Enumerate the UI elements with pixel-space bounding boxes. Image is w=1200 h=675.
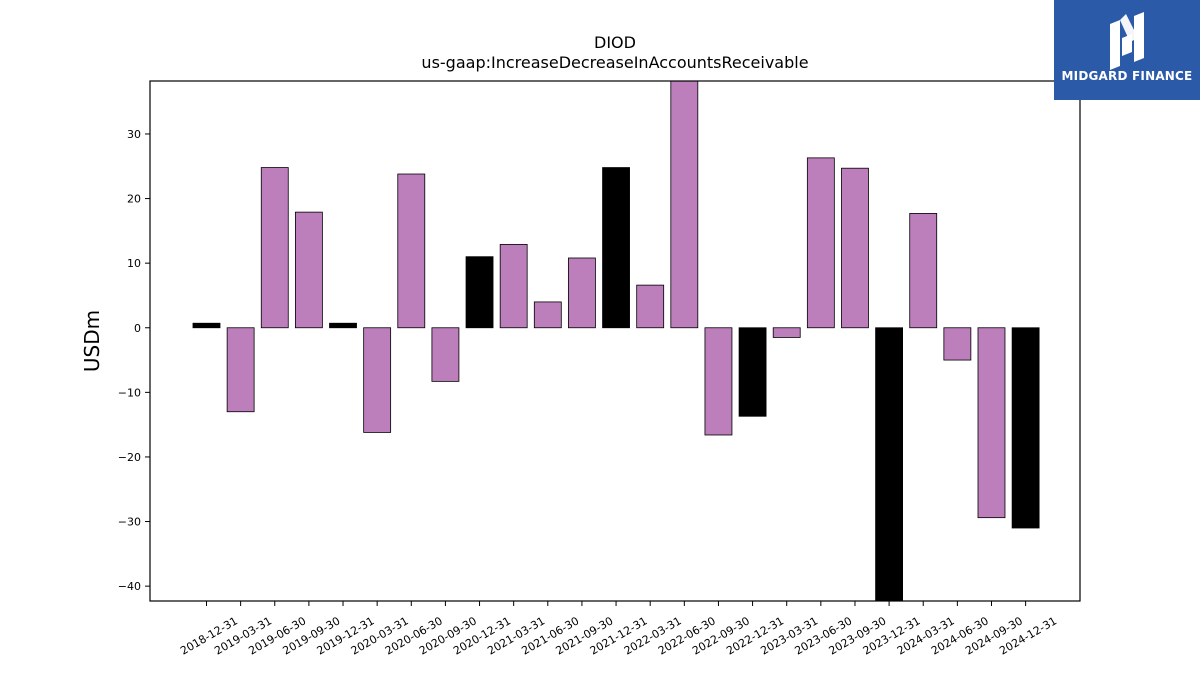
chart-title: DIOD [594,33,636,52]
bar-2022-12-31 [738,327,767,417]
y-tick-label: 0 [134,322,141,335]
bar-2021-09-30 [568,257,596,329]
bar-2024-12-31 [1011,327,1040,529]
bar-2024-09-30 [977,327,1006,519]
bar-2021-06-30 [533,301,562,329]
y-tick-label: −10 [118,386,141,399]
chart-subtitle: us-gaap:IncreaseDecreaseInAccountsReceiv… [421,53,808,72]
y-tick-label: 30 [127,128,141,141]
bar-2024-06-30 [943,327,972,361]
y-axis-label: USDm [80,310,104,372]
bar-2023-12-31 [875,327,903,602]
y-axis: −40 −30 −20 −10 0 10 20 30 [118,128,150,593]
bar-2023-03-31 [772,327,801,338]
bar-2024-03-31 [909,213,938,329]
bar-2021-03-31 [499,244,528,329]
bar-2022-06-30 [670,80,699,329]
plot-frame [149,80,1081,602]
bar-2020-09-30 [431,327,460,382]
bars-group [192,80,1040,602]
bar-2020-03-31 [363,327,392,433]
bar-2023-06-30 [806,157,835,329]
bar-2023-09-30 [841,167,869,329]
bar-2022-09-30 [704,327,733,436]
y-tick-label: −20 [118,451,141,464]
bar-2019-12-31 [329,322,357,329]
y-tick-label: −40 [118,580,141,593]
bar-2019-09-30 [294,211,323,329]
midgard-logo-icon [1110,12,1144,70]
bar-2020-06-30 [397,173,426,329]
bar-2020-12-31 [465,256,494,329]
x-axis: 2018-12-312019-03-312019-06-302019-09-30… [178,601,1059,658]
bar-2022-03-31 [636,284,665,329]
bar-2018-12-31 [192,322,221,329]
y-tick-label: 20 [127,193,141,206]
logo-text: MIDGARD FINANCE [1061,69,1193,83]
bar-2021-12-31 [602,167,630,329]
y-tick-label: −30 [118,516,141,529]
midgard-finance-logo: MIDGARD FINANCE [1054,0,1200,100]
bar-2019-06-30 [260,167,289,329]
bar-2019-03-31 [226,327,255,413]
y-tick-label: 10 [127,257,141,270]
